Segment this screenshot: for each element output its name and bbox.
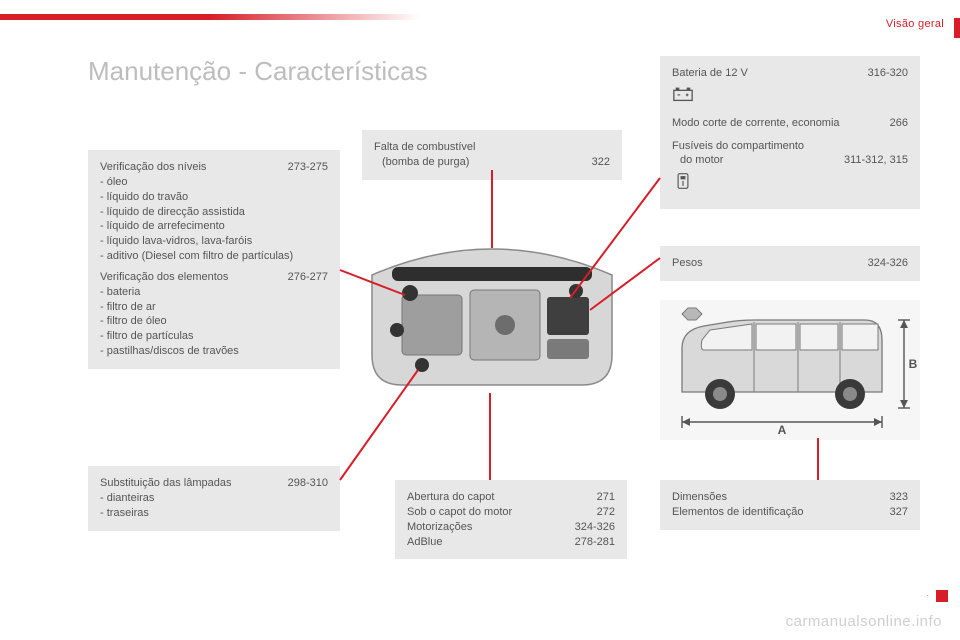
elements-list: bateria filtro de ar filtro de óleo filt…: [100, 285, 328, 359]
list-item: bateria: [100, 285, 328, 300]
battery-label: Bateria de 12 V: [672, 66, 748, 81]
bonnet-r4-label: AdBlue: [407, 535, 442, 550]
bulbs-pages: 298-310: [288, 476, 328, 491]
ident-pages: 327: [890, 505, 908, 520]
box-battery: Bateria de 12 V 316-320 Modo corte de co…: [660, 56, 920, 209]
box-dimensions: Dimensões 323 Elementos de identificação…: [660, 480, 920, 530]
bonnet-r4-pages: 278-281: [575, 535, 615, 550]
economy-label: Modo corte de corrente, economia: [672, 116, 840, 131]
list-item: líquido de arrefecimento: [100, 219, 328, 234]
dimensions-pages: 323: [890, 490, 908, 505]
fuses-line1: Fusíveis do compartimento: [672, 139, 908, 154]
engine-bay-illustration: [362, 235, 622, 393]
box-weights: Pesos 324-326: [660, 246, 920, 281]
list-item: traseiras: [100, 506, 328, 521]
bonnet-r3-label: Motorizações: [407, 520, 472, 535]
bulbs-list: dianteiras traseiras: [100, 491, 328, 521]
list-item: filtro de partículas: [100, 329, 328, 344]
dimensions-label: Dimensões: [672, 490, 727, 505]
side-tab-accent: [954, 18, 960, 38]
bonnet-r3-pages: 324-326: [575, 520, 615, 535]
bonnet-r1-label: Abertura do capot: [407, 490, 494, 505]
box-bonnet: Abertura do capot 271 Sob o capot do moto…: [395, 480, 627, 559]
list-item: líquido do travão: [100, 190, 328, 205]
levels-pages: 273-275: [288, 160, 328, 175]
top-accent-stripe: [0, 14, 420, 20]
list-item: líquido lava-vidros, lava-faróis: [100, 234, 328, 249]
fuse-icon: [672, 172, 694, 190]
list-item: aditivo (Diesel com filtro de partículas…: [100, 249, 328, 264]
list-item: filtro de ar: [100, 300, 328, 315]
page-number-accent: [936, 590, 948, 602]
fuel-pages: 322: [592, 155, 610, 170]
box-fuel: Falta de combustível (bomba de purga) 32…: [362, 130, 622, 180]
list-item: óleo: [100, 175, 328, 190]
box-levels-elements: Verificação dos níveis 273-275 óleo líqu…: [88, 150, 340, 369]
weights-pages: 324-326: [868, 256, 908, 271]
fuel-line1: Falta de combustível: [374, 140, 476, 155]
bonnet-r2-label: Sob o capot do motor: [407, 505, 512, 520]
bonnet-r2-pages: 272: [597, 505, 615, 520]
list-item: filtro de óleo: [100, 314, 328, 329]
svg-text:B: B: [909, 357, 918, 371]
list-item: pastilhas/discos de travões: [100, 344, 328, 359]
economy-pages: 266: [890, 116, 908, 131]
footer-watermark: carmanualsonline.info: [786, 613, 942, 630]
weights-label: Pesos: [672, 256, 703, 271]
vehicle-side-illustration: A B: [660, 300, 920, 440]
svg-text:A: A: [778, 423, 787, 437]
box-bulbs: Substituição das lâmpadas 298-310 diante…: [88, 466, 340, 531]
fuses-pages: 311-312, 315: [844, 153, 908, 168]
ident-label: Elementos de identificação: [672, 505, 803, 520]
battery-icon: [672, 85, 694, 103]
list-item: dianteiras: [100, 491, 328, 506]
section-header: Visão geral: [886, 18, 944, 30]
fuel-line2: (bomba de purga): [374, 155, 469, 170]
elements-heading: Verificação dos elementos: [100, 270, 228, 285]
bonnet-r1-pages: 271: [597, 490, 615, 505]
list-item: líquido de direcção assistida: [100, 205, 328, 220]
page-title: Manutenção - Características: [88, 56, 428, 87]
bulbs-heading: Substituição das lâmpadas: [100, 476, 231, 491]
fuses-line2: do motor: [672, 153, 723, 168]
levels-list: óleo líquido do travão líquido de direcç…: [100, 175, 328, 264]
levels-heading: Verificação dos níveis: [100, 160, 206, 175]
elements-pages: 276-277: [288, 270, 328, 285]
battery-pages: 316-320: [868, 66, 908, 81]
page-dot: .: [926, 588, 929, 598]
